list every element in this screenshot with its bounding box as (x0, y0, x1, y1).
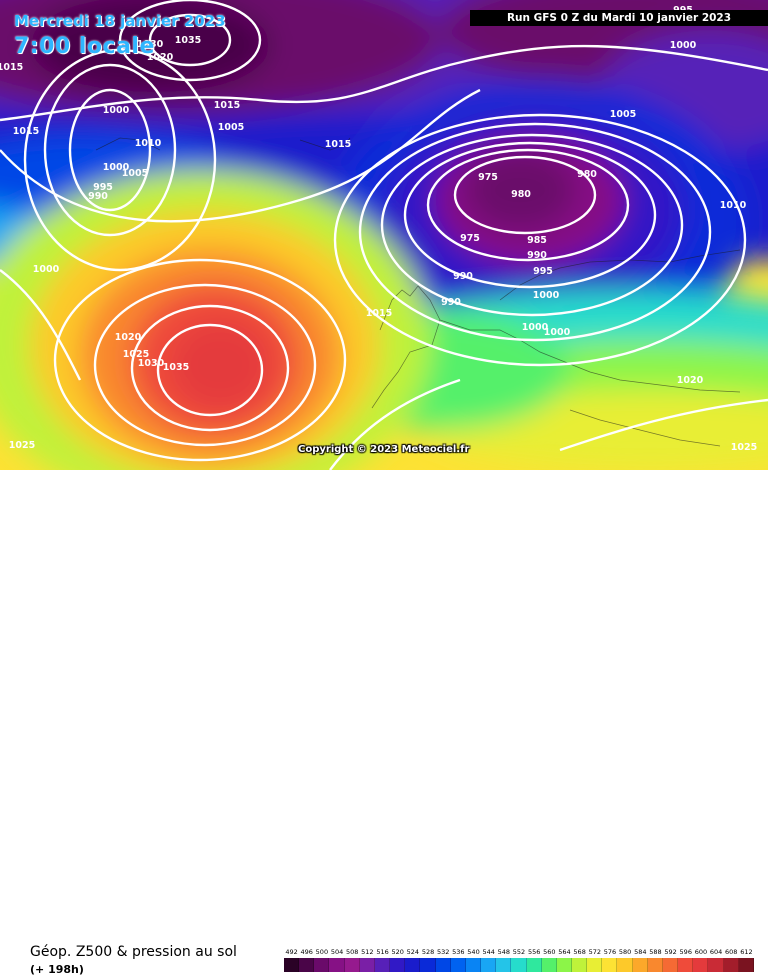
lead-time: (+ 198h) (30, 963, 84, 976)
isobar-label: 1000 (544, 327, 571, 338)
legend-swatch (738, 958, 754, 972)
legend-swatch (390, 958, 406, 972)
legend-swatch (465, 958, 482, 972)
isobar-label: 1000 (103, 105, 130, 116)
isobar-label: 975 (478, 172, 498, 183)
legend-swatch (571, 958, 588, 972)
isobar-label: 1000 (522, 322, 549, 333)
isobar-label: 1000 (103, 162, 130, 173)
isobar-label: 1000 (670, 40, 697, 51)
isobar-label: 1000 (33, 264, 60, 275)
isobar-label: 980 (511, 189, 531, 200)
legend-swatch (617, 958, 633, 972)
isobar-label: 1020 (147, 52, 174, 63)
legend-swatch (662, 958, 679, 972)
isobar-label: 1010 (135, 138, 162, 149)
isobar-label: 990 (453, 271, 473, 282)
isobar-label: 1015 (366, 308, 392, 319)
legend-swatch (647, 958, 663, 972)
legend-swatch (526, 958, 542, 972)
isobar-label: 1025 (123, 349, 149, 360)
isobar-label: 990 (527, 250, 547, 261)
legend-swatch (450, 958, 466, 972)
isobar-label: 1025 (9, 440, 35, 451)
legend-swatch (693, 958, 709, 972)
legend-swatch (359, 958, 375, 972)
isobar-label: 1020 (677, 375, 704, 386)
legend-swatch (314, 958, 330, 972)
legend-swatch (329, 958, 345, 972)
legend-swatch (708, 958, 724, 972)
weather-map: 9951000100510109759809809759859909909951… (0, 0, 768, 470)
isobar-label: 1005 (122, 168, 148, 179)
isobar-label: 1005 (218, 122, 244, 133)
legend-tick-label: 612 (740, 948, 753, 956)
isobar-label: 995 (533, 266, 553, 277)
isobar-label: 1020 (115, 332, 142, 343)
legend-swatch (344, 958, 360, 972)
isobar-label: 995 (93, 182, 113, 193)
color-legend: 492 496 500 504 508 512 516 520 524 528 532 536 540 5… (284, 948, 754, 972)
legend-swatch (602, 958, 618, 972)
isobar-label: 975 (460, 233, 480, 244)
legend-swatch (405, 958, 421, 972)
legend-swatch (481, 958, 497, 972)
model-run-label: Run GFS 0 Z du Mardi 10 janvier 2023 (470, 10, 768, 26)
isobar-label: 980 (577, 169, 597, 180)
isobar-label: 1030 (138, 358, 165, 369)
legend-swatch (299, 958, 315, 972)
isobar-label: 1015 (13, 126, 39, 137)
legend-ticks: 492 496 500 504 508 512 516 520 524 528 532 536 540 5… (284, 948, 754, 958)
isobar-label: 1025 (731, 442, 757, 453)
legend-swatch (496, 958, 512, 972)
isobar-label: 985 (527, 235, 547, 246)
isobar-label: 1015 (325, 139, 351, 150)
legend-swatch (511, 958, 527, 972)
legend-swatch (374, 958, 391, 972)
isobar-label: 990 (88, 191, 108, 202)
isobar-labels: 9951000100510109759809809759859909909951… (0, 5, 757, 453)
copyright-text: Copyright © 2023 Meteociel.fr (298, 444, 470, 455)
footer: Géop. Z500 & pression au sol (+ 198h) 49… (0, 470, 768, 976)
isobar-label: 1010 (720, 200, 747, 211)
isobar-label: 1005 (610, 109, 636, 120)
legend-swatch (420, 958, 436, 972)
legend-swatch (541, 958, 557, 972)
legend-swatch (678, 958, 694, 972)
legend-swatch (556, 958, 572, 972)
isobar-label: 1015 (214, 100, 240, 111)
legend-swatch (723, 958, 739, 972)
legend-swatch (284, 958, 300, 972)
coastlines (95, 137, 741, 447)
legend-swatch (632, 958, 648, 972)
isobar-label: 1000 (533, 290, 560, 301)
isobar-label: 1015 (0, 62, 23, 73)
isobar-label: 1035 (163, 362, 189, 373)
geopotential-field (0, 0, 768, 470)
isobar-label: 1030 (137, 39, 164, 50)
isobar-lines (0, 0, 768, 470)
forecast-time: 7:00 locale (14, 34, 155, 59)
legend-bar (284, 958, 754, 972)
isobar-label: 990 (441, 297, 461, 308)
legend-swatch (435, 958, 451, 972)
forecast-date: Mercredi 18 janvier 2023 (14, 12, 226, 30)
legend-swatch (587, 958, 603, 972)
layer-title: Géop. Z500 & pression au sol (30, 944, 237, 960)
isobar-label: 1035 (175, 35, 201, 46)
